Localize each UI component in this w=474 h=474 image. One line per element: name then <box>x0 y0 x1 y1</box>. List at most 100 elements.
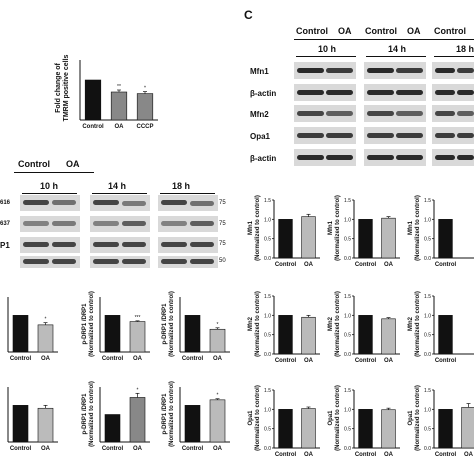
blot-band <box>326 155 353 160</box>
blot-band <box>435 90 455 95</box>
y-axis-label-line: (Normalized to control) <box>255 385 261 451</box>
y-tick-label: 1.5 <box>344 388 351 394</box>
blot-band <box>396 133 423 138</box>
c-bar-chart: 0.0 0.5 1.0 1.5 Control Mfn2 (Normalized to co… <box>408 291 474 364</box>
y-tick-label: 0.0 <box>344 446 351 452</box>
c-row-label-bactin-2: β-actin <box>250 154 277 163</box>
drp-bar-chart: Control * OA p-DRP1 /DRP1 (Normalized to con… <box>82 381 150 452</box>
c-col-label: OA <box>338 26 352 36</box>
y-axis-label-line: (Normalized to control) <box>169 291 175 357</box>
y-tick-label: 0.5 <box>344 333 351 339</box>
bar <box>358 219 373 259</box>
c-timepoint-14h: 14 h <box>388 44 407 54</box>
y-axis-label-line: p-DRP1 /DRP1 <box>162 393 168 435</box>
y-tick-label: 1.5 <box>424 198 431 204</box>
tp-line <box>296 56 356 57</box>
y-axis-label-line: Mfn1 <box>248 220 254 235</box>
bar <box>184 315 201 353</box>
bar <box>136 93 154 121</box>
y-axis-label-line: p-DRP1 /DRP1 <box>82 303 88 345</box>
y-tick-label: 1.0 <box>344 217 351 223</box>
y-axis-label-line: (Normalized to control) <box>169 381 175 447</box>
drp-chart: Control * OA p-DRP1 /DRP1 (Normalized to con… <box>158 370 236 460</box>
blot-band <box>367 68 394 73</box>
y-axis-label: Opa1 (Normalized to control) <box>408 385 421 451</box>
c-row-label-mfn1: Mfn1 <box>250 67 269 76</box>
blot-band <box>297 111 324 116</box>
category-label: OA <box>304 358 314 364</box>
tmrm-bar-chart: Control ** OA * CCCP Fold change of TMRM posit… <box>55 54 158 130</box>
significance-label: ** <box>117 84 121 90</box>
category-label: OA <box>213 446 223 452</box>
y-tick-label: 0.5 <box>344 237 351 243</box>
y-axis-label-line: (Normalized to control) <box>415 195 421 261</box>
y-tick-label: 1.5 <box>344 198 351 204</box>
blot-strip <box>364 105 426 122</box>
y-tick-label: 1.0 <box>424 407 431 413</box>
y-axis-label-line: Opa1 <box>328 410 334 426</box>
c-chart: 0.0 0.5 1.0 1.5 Control OA Mfn1 (Normalized to … <box>244 182 324 274</box>
bar <box>209 328 226 353</box>
c-bar-chart: 0.0 0.5 1.0 1.5 Control Mfn1 (Normalized to co… <box>408 195 474 268</box>
category-label: OA <box>384 262 394 268</box>
drp-timepoint-14h: 14 h <box>108 181 127 191</box>
y-tick-label: 0.0 <box>264 352 271 358</box>
bar <box>301 408 316 449</box>
category-label: OA <box>41 446 51 452</box>
blot-band <box>326 90 353 95</box>
blot-band <box>396 155 423 160</box>
significance-label: * <box>217 393 219 399</box>
blot-band <box>297 90 324 95</box>
bar <box>104 315 121 353</box>
y-axis-label-line: (Normalized to control) <box>415 291 421 357</box>
y-axis-label-line: (Normalized to control) <box>415 385 421 451</box>
c-bar-chart: 0.0 0.5 1.0 1.5 Control OA Mfn1 (Normalized to … <box>248 195 320 268</box>
c-bar-chart: 0.0 0.5 1.0 1.5 Control OA Opa1 (Normalized to … <box>328 385 400 458</box>
blot-band <box>297 68 324 73</box>
blot-strip <box>20 195 80 211</box>
y-axis-label-line: p-DRP1 /DRP1 <box>162 303 168 345</box>
y-tick-label: 0.0 <box>424 446 431 452</box>
bar <box>438 315 453 355</box>
drp-bar-chart: Control * OA p-DRP1 /DRP1 (Normalized to con… <box>162 291 230 362</box>
bar <box>381 409 396 449</box>
blot-band <box>435 133 455 138</box>
c-col-label: OA <box>407 26 421 36</box>
y-tick-label: 0.5 <box>424 237 431 243</box>
c-chart: 0.0 0.5 1.0 1.5 Control OA Opa1 (Normalized to … <box>324 372 404 464</box>
panel-c-letter: C <box>244 8 253 22</box>
bar <box>301 316 316 355</box>
category-label: CCCP <box>136 124 153 130</box>
drp-col-label-control: Control <box>18 159 50 169</box>
blot-strip <box>432 127 474 144</box>
drp-chart: Control * OA p-DRP1 /DRP1 (Normalized to con… <box>78 370 156 460</box>
y-tick-label: 0.0 <box>264 446 271 452</box>
blot-band <box>457 111 474 116</box>
blot-band <box>367 155 394 160</box>
category-label: Control <box>355 452 377 458</box>
c-chart: 0.0 0.5 1.0 1.5 Control OA Mfn1 (Normalized to … <box>324 182 404 274</box>
y-tick-label: 1.0 <box>264 217 271 223</box>
bar <box>438 219 453 259</box>
blot-band <box>435 111 455 116</box>
category-label: Control <box>82 124 104 130</box>
category-label: Control <box>435 452 457 458</box>
bar <box>104 414 121 443</box>
y-axis-label: p-DRP1 /DRP1 (Normalized to control) <box>162 381 175 447</box>
c-timepoint-18h: 18 h <box>456 44 474 54</box>
blot-strip <box>294 84 356 101</box>
significance-label: *** <box>135 315 141 321</box>
blot-band <box>396 90 423 95</box>
bar <box>110 91 128 121</box>
c-chart: 0.0 0.5 1.0 1.5 Control Mfn2 (Normalized to co… <box>404 278 474 370</box>
category-label: Control <box>10 446 32 452</box>
bar <box>461 407 474 449</box>
drp-row-label-1: 616 <box>0 200 11 206</box>
drp-timepoint-18h: 18 h <box>172 181 191 191</box>
category-label: Control <box>10 356 32 362</box>
blot-band <box>297 155 324 160</box>
y-axis-label: Mfn1 (Normalized to control) <box>328 195 341 261</box>
y-axis-label-line: TMRM positive cells <box>63 54 70 121</box>
blot-band <box>396 68 423 73</box>
c-row-label-opa1: Opa1 <box>250 132 271 141</box>
